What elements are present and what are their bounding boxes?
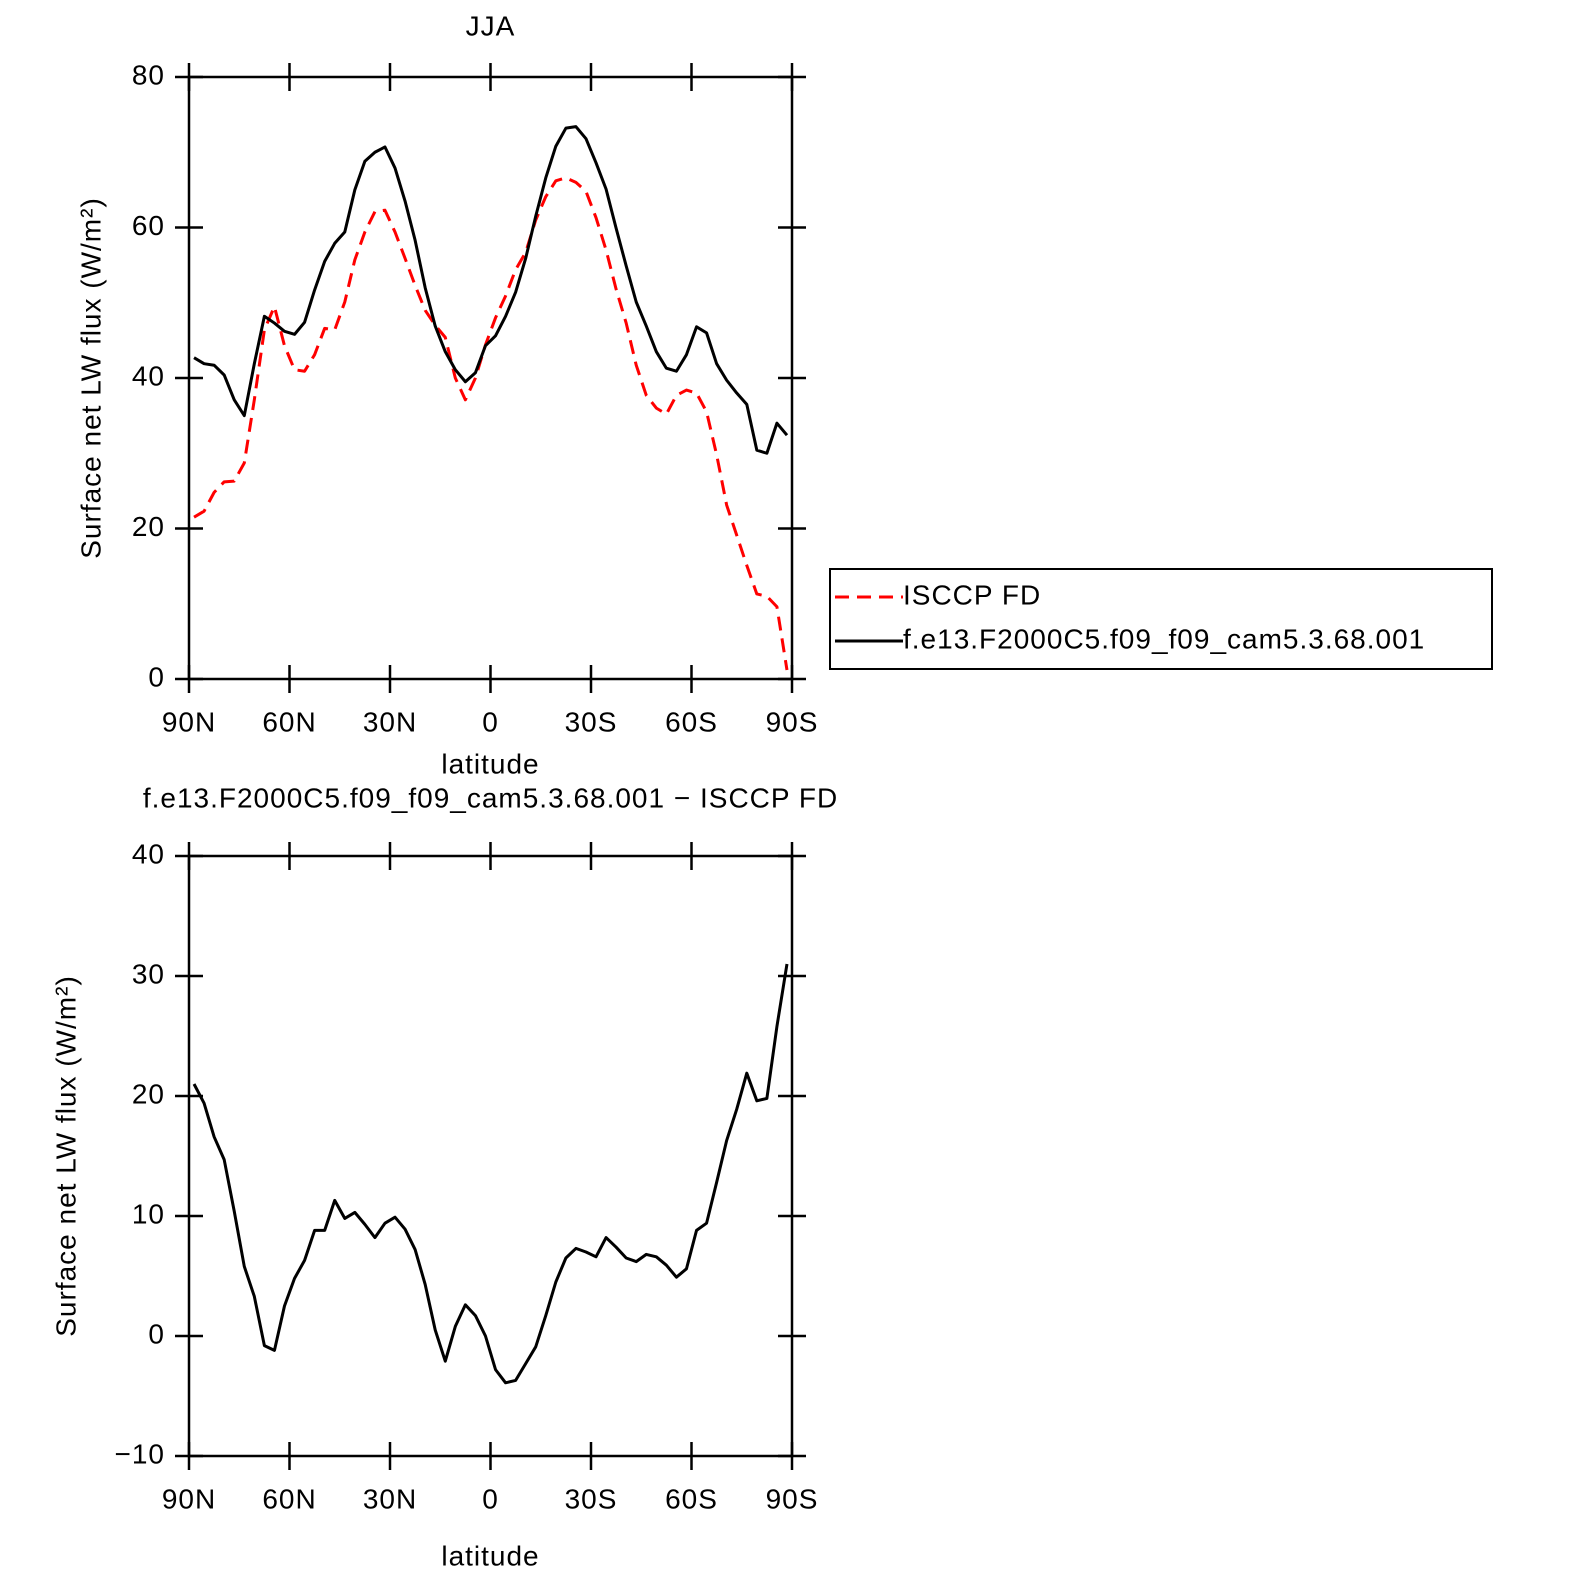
x-tick-label: 30S bbox=[565, 1483, 618, 1514]
x-tick-label: 60N bbox=[262, 706, 316, 737]
x-tick-label: 90N bbox=[162, 1483, 216, 1514]
data-line bbox=[193, 176, 789, 671]
x-tick-label: 30N bbox=[363, 706, 417, 737]
data-line bbox=[192, 963, 789, 1385]
y-tick-label: 10 bbox=[132, 1198, 165, 1229]
x-axis-label: latitude bbox=[441, 748, 539, 779]
y-tick-label: 20 bbox=[132, 511, 165, 542]
legend-label: ISCCP FD bbox=[903, 579, 1041, 610]
y-tick-label: −10 bbox=[115, 1438, 166, 1469]
y-tick-label: 60 bbox=[132, 210, 165, 241]
y-tick-label: 20 bbox=[132, 1078, 165, 1109]
legend-box bbox=[829, 568, 1493, 670]
x-tick-label: 30S bbox=[565, 706, 618, 737]
x-tick-label: 60S bbox=[665, 1483, 718, 1514]
y-tick-label: 40 bbox=[132, 360, 165, 391]
x-tick-label: 0 bbox=[482, 1483, 499, 1514]
x-axis-label: latitude bbox=[441, 1540, 539, 1571]
x-tick-label: 30N bbox=[363, 1483, 417, 1514]
x-tick-label: 60S bbox=[665, 706, 718, 737]
y-tick-label: 30 bbox=[132, 958, 165, 989]
x-tick-label: 90N bbox=[162, 706, 216, 737]
x-tick-label: 90S bbox=[766, 1483, 819, 1514]
plot-frame bbox=[187, 75, 794, 681]
legend: ISCCP FD f.e13.F2000C5.f09_f09_cam5.3.68.… bbox=[829, 568, 1493, 670]
y-axis-label: Surface net LW flux (W/m²) bbox=[50, 975, 81, 1337]
y-tick-label: 40 bbox=[132, 838, 165, 869]
x-tick-label: 0 bbox=[482, 706, 499, 737]
plot-frame bbox=[187, 854, 794, 1458]
x-tick-label: 90S bbox=[766, 706, 819, 737]
x-tick-label: 60N bbox=[262, 1483, 316, 1514]
y-axis-label: Surface net LW flux (W/m²) bbox=[75, 197, 106, 559]
y-tick-label: 0 bbox=[148, 1318, 165, 1349]
chart-title: f.e13.F2000C5.f09_f09_cam5.3.68.001 − IS… bbox=[143, 782, 838, 813]
data-line bbox=[193, 125, 789, 455]
chart-title: JJA bbox=[466, 10, 516, 41]
legend-label: f.e13.F2000C5.f09_f09_cam5.3.68.001 bbox=[903, 623, 1425, 654]
y-tick-label: 80 bbox=[132, 59, 165, 90]
y-tick-label: 0 bbox=[148, 661, 165, 692]
